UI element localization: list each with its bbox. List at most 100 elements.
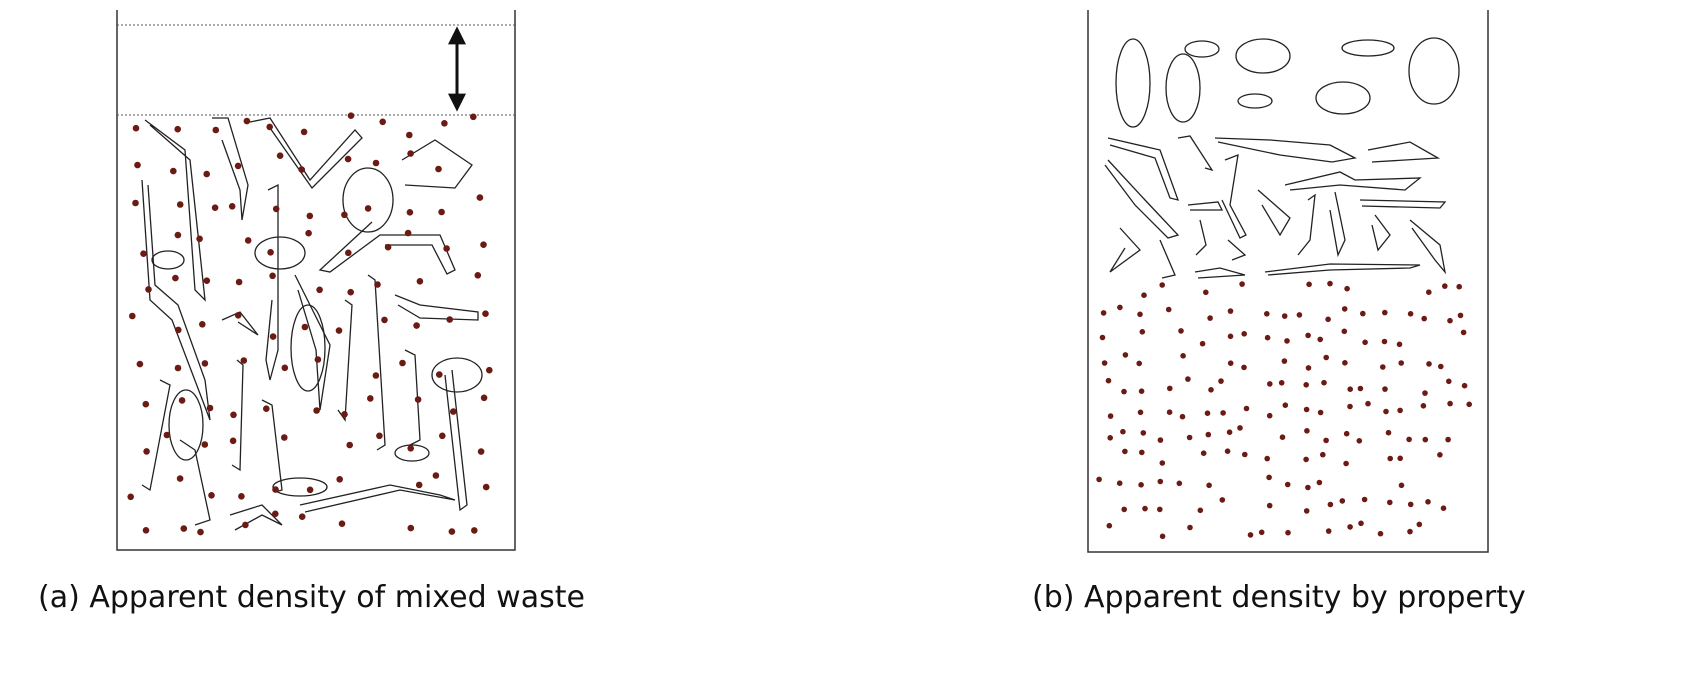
particle [234,162,242,170]
particle [228,203,236,210]
particle [1362,339,1368,346]
particle [1107,435,1113,441]
particle [1343,430,1350,437]
particle [1426,361,1432,367]
particle [413,322,420,329]
particle [300,128,308,136]
particle [1421,315,1427,322]
particle [1358,520,1364,527]
waste-piece [1264,263,1421,276]
particle [1365,400,1371,407]
particle [1281,358,1288,364]
particle [281,364,289,372]
particle [1243,405,1250,412]
particle [197,528,204,536]
waste-piece [290,304,326,392]
waste-piece [1214,137,1358,163]
particle [1206,482,1212,489]
particle [1397,455,1403,462]
particle [1282,402,1289,409]
particle [344,155,352,163]
particle [336,476,344,483]
particle [1407,528,1413,535]
particle [1381,338,1388,345]
particle [1167,385,1173,392]
particle [266,123,274,131]
particle [1203,289,1209,296]
particle [338,520,346,527]
particle [276,152,284,159]
container [116,10,516,551]
particle [316,286,323,294]
waste-piece [1329,191,1346,258]
particle [1360,310,1366,317]
particle [1305,332,1311,339]
particle [1137,311,1143,318]
light-shapes [1104,37,1460,279]
particle [1180,353,1186,359]
particle [1226,429,1233,436]
particle [1224,448,1231,455]
particle [1406,436,1412,443]
waste-piece [272,477,328,497]
particle [238,493,245,500]
waste-piece [1195,219,1207,256]
particle [1239,281,1245,287]
particle [1327,501,1334,508]
particle [127,493,134,501]
waste-piece [231,359,244,472]
particle [1258,529,1265,536]
waste-piece [318,221,456,275]
particle [1387,455,1393,462]
particle [439,432,446,440]
particle [372,159,380,167]
particle [305,229,312,237]
particle [1107,413,1114,419]
particle [235,278,243,286]
waste-piece [144,119,206,302]
particle [1218,378,1224,384]
particle [347,288,355,296]
fine-particles [1096,280,1472,540]
particle [367,395,374,402]
waste-piece [394,294,479,321]
waste-piece [1409,219,1447,275]
particle [1227,360,1234,367]
particle [1425,499,1431,505]
waste-piece [1109,227,1141,273]
particle [172,274,179,282]
particle [201,360,209,367]
waste-piece [1221,153,1247,239]
waste-piece [151,250,185,270]
particle [1120,428,1126,435]
particle [145,286,152,293]
particle [1139,449,1145,456]
particle [1157,478,1164,485]
particle [1327,280,1333,287]
particle [446,316,454,323]
particle [211,204,219,211]
particle [1264,455,1270,462]
particle [482,483,490,491]
particle [1323,437,1329,444]
particle [170,167,177,175]
particle [474,272,482,279]
particle [341,211,348,219]
particle [347,112,355,119]
particle [1382,309,1388,316]
particle [1241,364,1247,371]
particle [178,397,186,404]
particle [1159,533,1166,540]
particle [406,209,414,216]
particle [240,357,248,364]
particle [134,161,141,169]
particle [142,400,150,408]
waste-piece [1367,141,1441,163]
panel-a: (a) Apparent density of mixed waste [38,10,585,615]
particle [443,245,450,252]
particle [1341,306,1348,312]
particle [1187,524,1193,531]
waste-piece [1107,137,1180,201]
waste-piece [1177,135,1214,172]
